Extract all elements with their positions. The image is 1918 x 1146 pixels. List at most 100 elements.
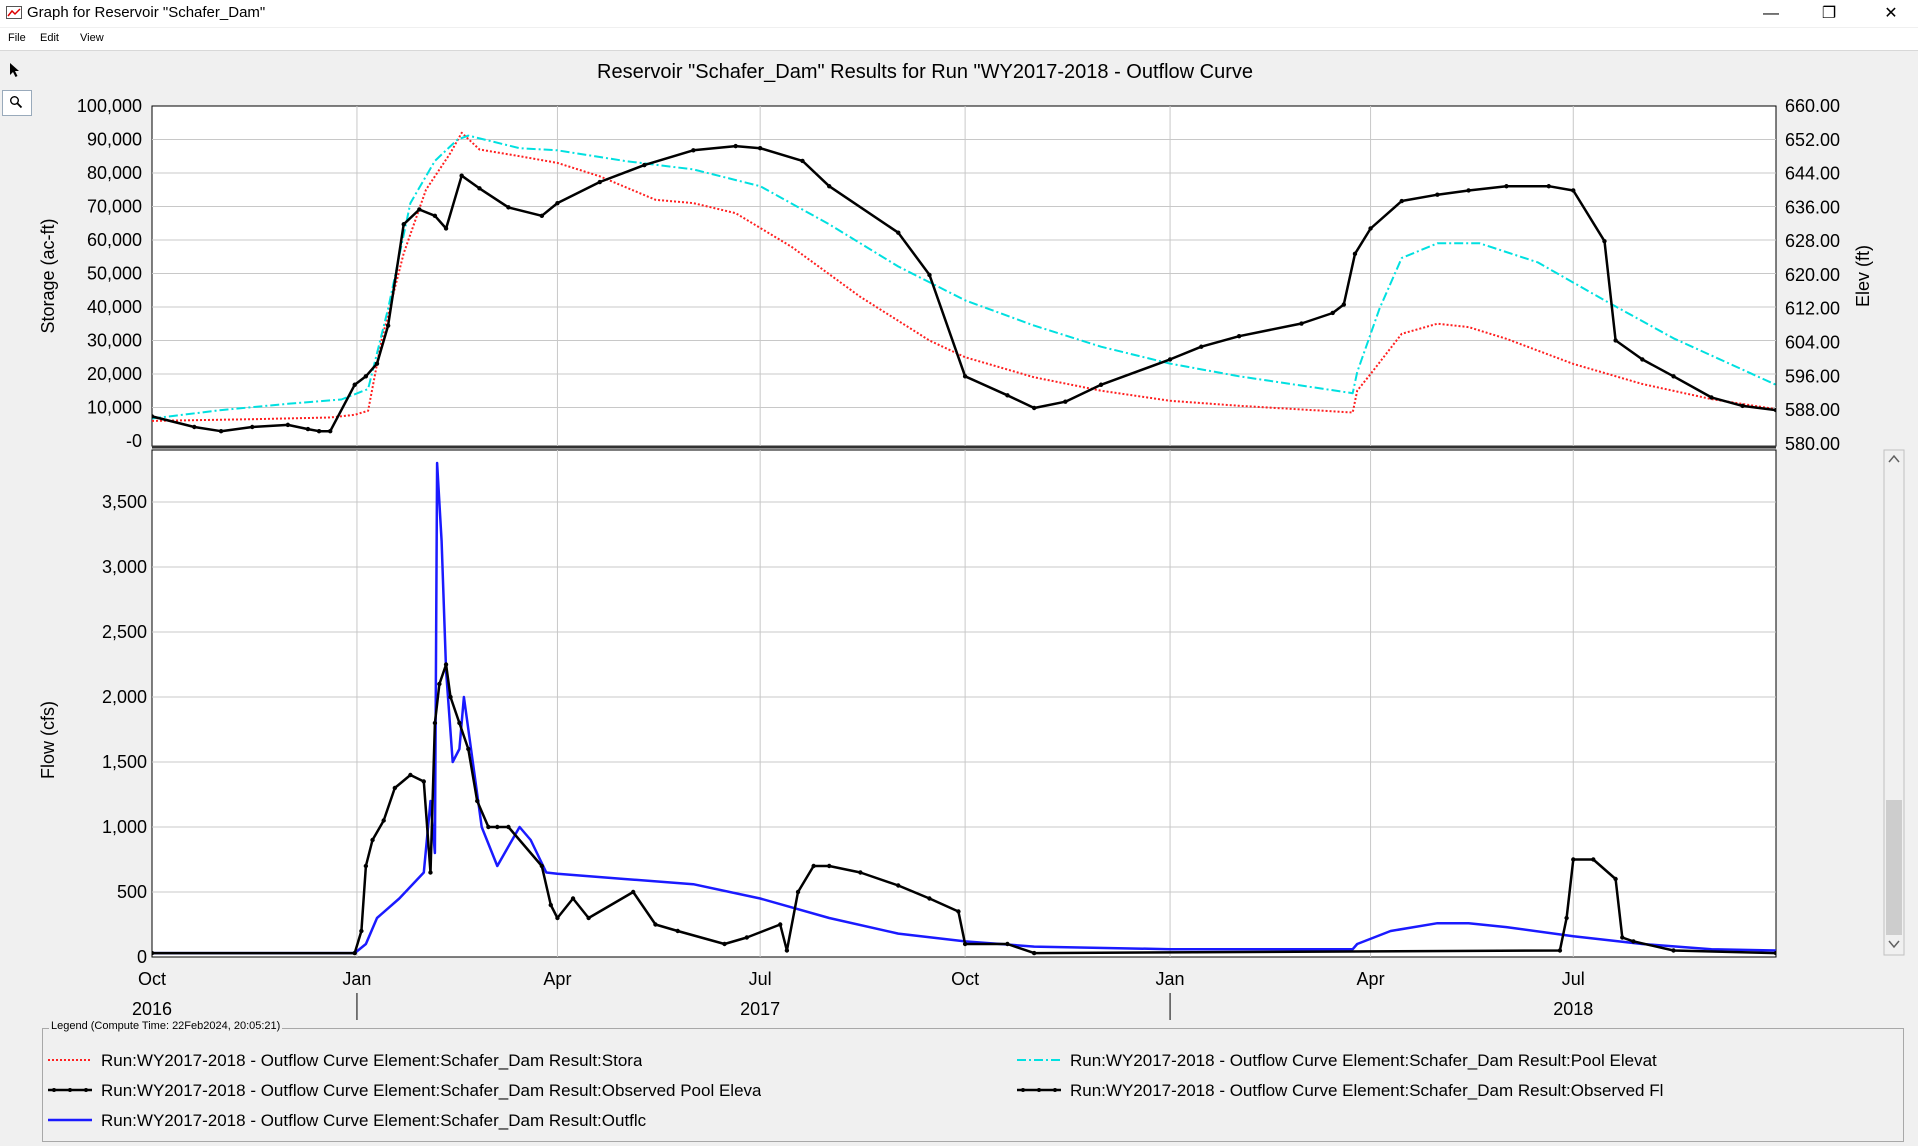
point-observed-pool-elevation <box>1466 188 1471 193</box>
point-observed-flow <box>363 863 369 869</box>
point-observed-flow <box>432 720 438 726</box>
menu-bar: File Edit View <box>0 28 1918 51</box>
point-observed-flow <box>457 720 462 726</box>
x-tick-label: Oct <box>138 969 166 989</box>
point-observed-pool-elevation <box>1199 344 1204 349</box>
point-observed-pool-elevation <box>1640 357 1645 362</box>
point-observed-pool-elevation <box>757 146 763 151</box>
point-observed-pool-elevation <box>962 374 968 379</box>
elevation-tick-label: 660.00 <box>1785 96 1840 116</box>
flow-tick-label: 1,000 <box>102 817 147 837</box>
point-observed-pool-elevation <box>152 414 155 419</box>
point-observed-flow <box>858 870 863 875</box>
point-observed-flow <box>1773 950 1776 956</box>
point-observed-flow <box>1671 948 1676 953</box>
restore-button[interactable]: ❐ <box>1821 5 1837 22</box>
point-observed-flow <box>408 772 413 778</box>
legend-entry-storage: Run:WY2017-2018 - Outflow Curve Element:… <box>46 1049 726 1073</box>
point-observed-flow <box>1031 950 1037 956</box>
flow-axis-title: Flow (cfs) <box>38 701 58 779</box>
point-observed-pool-elevation <box>417 207 422 212</box>
point-observed-pool-elevation <box>927 272 932 278</box>
elevation-tick-label: 612.00 <box>1785 299 1840 319</box>
point-observed-pool-elevation <box>250 424 255 430</box>
point-observed-pool-elevation <box>555 200 560 206</box>
menu-view[interactable]: View <box>80 32 104 44</box>
point-observed-flow <box>827 863 832 869</box>
point-observed-flow <box>359 928 364 934</box>
elevation-tick-label: 644.00 <box>1785 164 1840 184</box>
point-observed-pool-elevation <box>1773 407 1776 413</box>
point-observed-flow <box>466 746 471 752</box>
select-tool-button[interactable] <box>2 58 30 82</box>
chart-area: Oct Jan Apr Jul Oct Jan Apr Jul 2016 2017 2018 -0 10… <box>38 61 1905 1020</box>
pointer-icon <box>10 63 19 77</box>
app-icon <box>6 6 22 19</box>
point-observed-pool-elevation <box>1671 374 1676 379</box>
point-observed-flow <box>784 948 790 953</box>
point-observed-pool-elevation <box>385 323 391 328</box>
zoom-tool-button[interactable] <box>2 90 32 116</box>
point-observed-pool-elevation <box>363 374 369 379</box>
magnifier-icon <box>10 96 23 109</box>
x-year-label: 2017 <box>740 999 780 1019</box>
point-observed-pool-elevation <box>1167 357 1173 362</box>
legend-swatch-outflow <box>48 1118 92 1122</box>
point-observed-flow <box>927 896 932 901</box>
point-observed-pool-elevation <box>1602 238 1607 244</box>
point-observed-pool-elevation <box>1740 403 1745 409</box>
point-observed-flow <box>570 896 576 901</box>
x-tick-label: Oct <box>951 969 979 989</box>
point-observed-flow <box>392 785 398 791</box>
point-observed-pool-elevation <box>539 213 545 219</box>
point-observed-pool-elevation <box>192 424 197 430</box>
legend-label-observed-flow: Run:WY2017-2018 - Outflow Curve Element:… <box>1070 1081 1664 1100</box>
elevation-axis-title: Elev (ft) <box>1853 245 1873 307</box>
point-observed-flow <box>1631 939 1636 944</box>
flow-tick-label: 2,000 <box>102 687 147 707</box>
legend: Legend (Compute Time: 22Feb2024, 20:05:2… <box>42 1020 1904 1142</box>
minimize-button[interactable]: — <box>1763 5 1779 22</box>
point-observed-flow <box>1620 935 1625 940</box>
legend-entry-outflow: Run:WY2017-2018 - Outflow Curve Element:… <box>46 1109 706 1133</box>
point-observed-flow <box>428 870 433 875</box>
storage-tick-label: 50,000 <box>87 263 142 283</box>
point-observed-flow <box>795 889 801 895</box>
flow-tick-label: 0 <box>137 947 147 967</box>
close-button[interactable]: ✕ <box>1884 5 1898 22</box>
point-observed-pool-elevation <box>800 158 805 164</box>
x-year-label: 2018 <box>1553 999 1593 1019</box>
point-observed-pool-elevation <box>285 422 291 428</box>
point-observed-pool-elevation <box>477 186 482 191</box>
point-observed-flow <box>555 915 560 921</box>
title-bar: Graph for Reservoir "Schafer_Dam" — ❐ ✕ <box>0 0 1918 27</box>
x-year-label: 2016 <box>132 999 172 1019</box>
point-observed-pool-elevation <box>1341 302 1347 307</box>
point-observed-pool-elevation <box>1613 338 1618 343</box>
storage-tick-label: 40,000 <box>87 297 142 317</box>
point-observed-pool-elevation <box>305 426 311 432</box>
point-observed-pool-elevation <box>1063 399 1068 404</box>
storage-tick-label: 70,000 <box>87 196 142 216</box>
window-title: Graph for Reservoir "Schafer_Dam" <box>27 4 266 21</box>
point-observed-pool-elevation <box>506 205 511 210</box>
point-observed-pool-elevation <box>1368 226 1373 231</box>
elevation-tick-label: 628.00 <box>1785 231 1840 251</box>
menu-file[interactable]: File <box>8 32 26 44</box>
point-observed-pool-elevation <box>1435 192 1440 197</box>
point-observed-pool-elevation <box>459 173 464 178</box>
menu-edit[interactable]: Edit <box>40 32 59 44</box>
scroll-up-icon <box>1888 454 1900 463</box>
series-line-pool-elevation <box>152 134 1776 420</box>
point-observed-pool-elevation <box>896 230 901 235</box>
x-tick-label: Jan <box>1156 969 1185 989</box>
point-observed-pool-elevation <box>1098 382 1104 387</box>
point-observed-flow <box>1591 857 1596 862</box>
elevation-tick-label: 652.00 <box>1785 130 1840 150</box>
point-observed-pool-elevation <box>1709 395 1714 400</box>
x-tick-label: Jul <box>749 969 772 989</box>
storage-tick-label: 30,000 <box>87 330 142 350</box>
point-observed-pool-elevation <box>443 226 449 231</box>
point-observed-pool-elevation <box>733 143 738 149</box>
legend-swatch-observed-pool-elevation <box>48 1088 92 1092</box>
